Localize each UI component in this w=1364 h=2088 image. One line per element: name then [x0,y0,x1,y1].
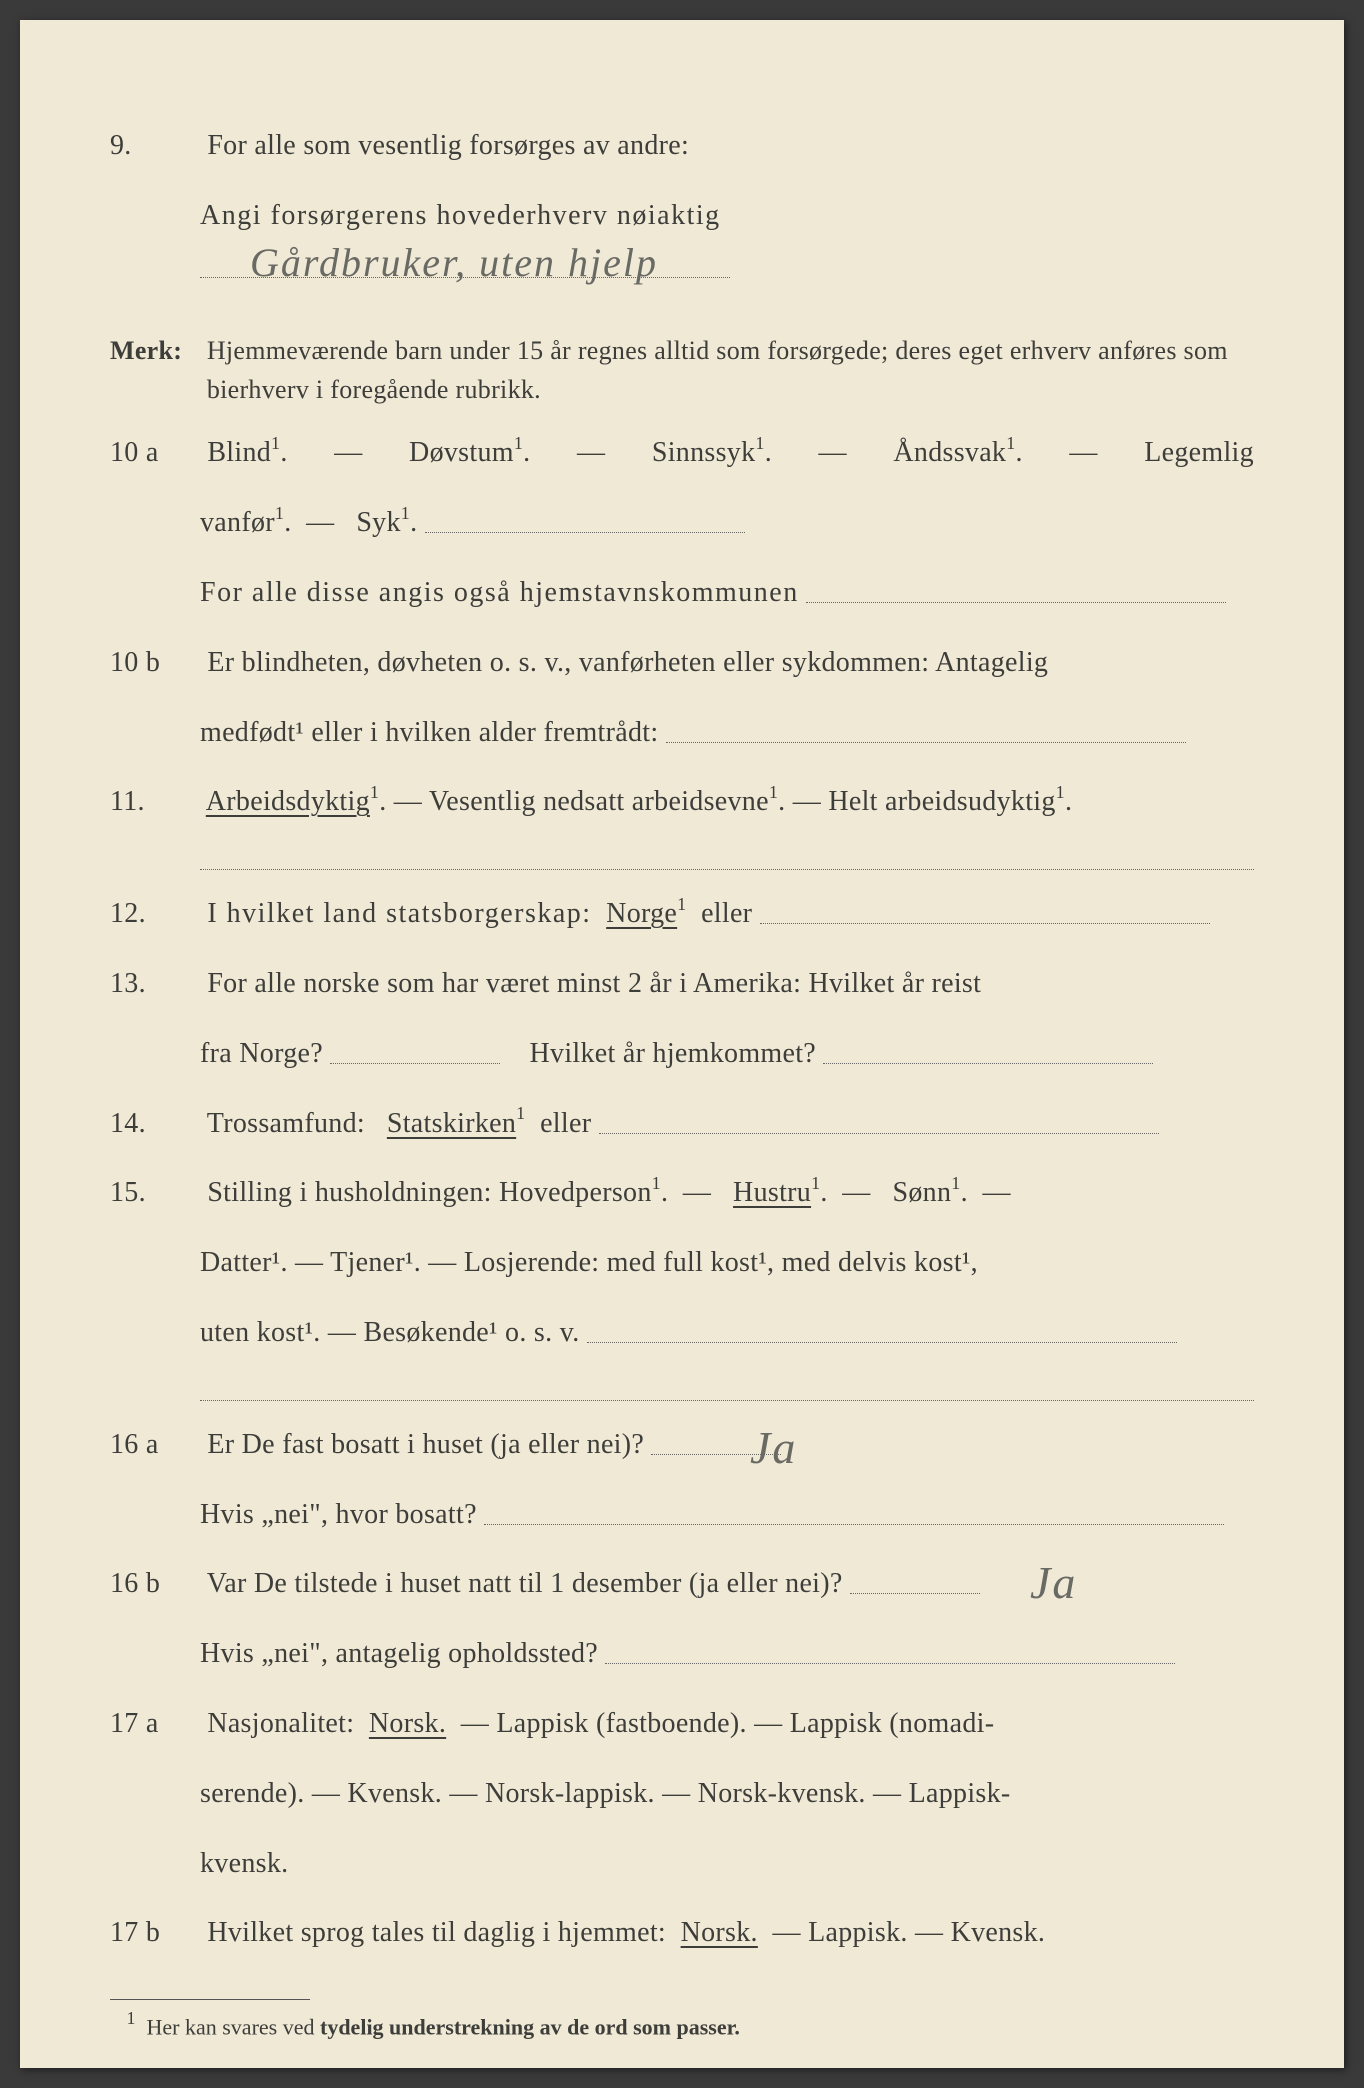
q16a-number: 16 a [110,1419,200,1471]
q16b-line2: Hvis „nei", antagelig opholdssted? [110,1628,1254,1680]
divider-1 [110,868,1254,870]
q13-line2: fra Norge? Hvilket år hjemkommet? [110,1028,1254,1080]
merk-label: Merk: [110,331,200,370]
q11-line: 11. Arbeidsdyktig1. — Vesentlig nedsatt … [110,776,1254,828]
q15-line2: Datter¹. — Tjener¹. — Losjerende: med fu… [110,1237,1254,1289]
q17a-line1: 17 a Nasjonalitet: Norsk. — Lappisk (fas… [110,1698,1254,1750]
divider-2 [110,1399,1254,1401]
q13-number: 13. [110,958,200,1010]
q10a-line1: 10 a Blind1. — Døvstum1. — Sinnssyk1. — … [110,427,1254,479]
q10a-line3: For alle disse angis også hjemstavnskomm… [110,567,1254,619]
q17b-number: 17 b [110,1907,200,1959]
q16b-line1: 16 b Var De tilstede i huset natt til 1 … [110,1558,1254,1610]
q17a-line2: serende). — Kvensk. — Norsk-lappisk. — N… [110,1768,1254,1820]
q15-number: 15. [110,1167,200,1219]
q9-handwritten: Gårdbruker, uten hjelp [250,226,658,300]
q12-number: 12. [110,888,200,940]
q10a-number: 10 a [110,427,200,479]
q16a-line1: 16 a Er De fast bosatt i huset (ja eller… [110,1419,1254,1471]
merk-text: Hjemmeværende barn under 15 år regnes al… [207,331,1251,409]
footnote: 1 Her kan svares ved tydelig understrekn… [110,2010,1254,2040]
q16b-number: 16 b [110,1558,200,1610]
footnote-rule [110,1999,310,2000]
q9-line1: 9. For alle som vesentlig forsørges av a… [110,120,1254,172]
q10a-line2: vanfør1. — Syk1. [110,497,1254,549]
q10b-line1: 10 b Er blindheten, døvheten o. s. v., v… [110,637,1254,689]
merk-block: Merk: Hjemmeværende barn under 15 år reg… [110,331,1254,409]
q16b-handwritten: Ja [1030,1540,1077,1625]
q17b-line: 17 b Hvilket sprog tales til daglig i hj… [110,1907,1254,1959]
q15-line3: uten kost¹. — Besøkende¹ o. s. v. [110,1307,1254,1359]
q17a-number: 17 a [110,1698,200,1750]
document-page: 9. For alle som vesentlig forsørges av a… [20,20,1344,2068]
q9-line2: Angi forsørgerens hovederhverv nøiaktig … [110,190,1254,294]
q11-number: 11. [110,776,200,828]
q10b-line2: medfødt¹ eller i hvilken alder fremtrådt… [110,707,1254,759]
q13-line1: 13. For alle norske som har været minst … [110,958,1254,1010]
q9-number: 9. [110,120,200,172]
q16a-handwritten: Ja [750,1405,797,1490]
q9-text1: For alle som vesentlig forsørges av andr… [207,130,689,161]
q14-line: 14. Trossamfund: Statskirken1 eller [110,1098,1254,1150]
q15-line1: 15. Stilling i husholdningen: Hovedperso… [110,1167,1254,1219]
q10b-number: 10 b [110,637,200,689]
q14-number: 14. [110,1098,200,1150]
q16a-line2: Hvis „nei", hvor bosatt? [110,1489,1254,1541]
q12-line: 12. I hvilket land statsborgerskap: Norg… [110,888,1254,940]
q17a-line3: kvensk. [110,1838,1254,1890]
